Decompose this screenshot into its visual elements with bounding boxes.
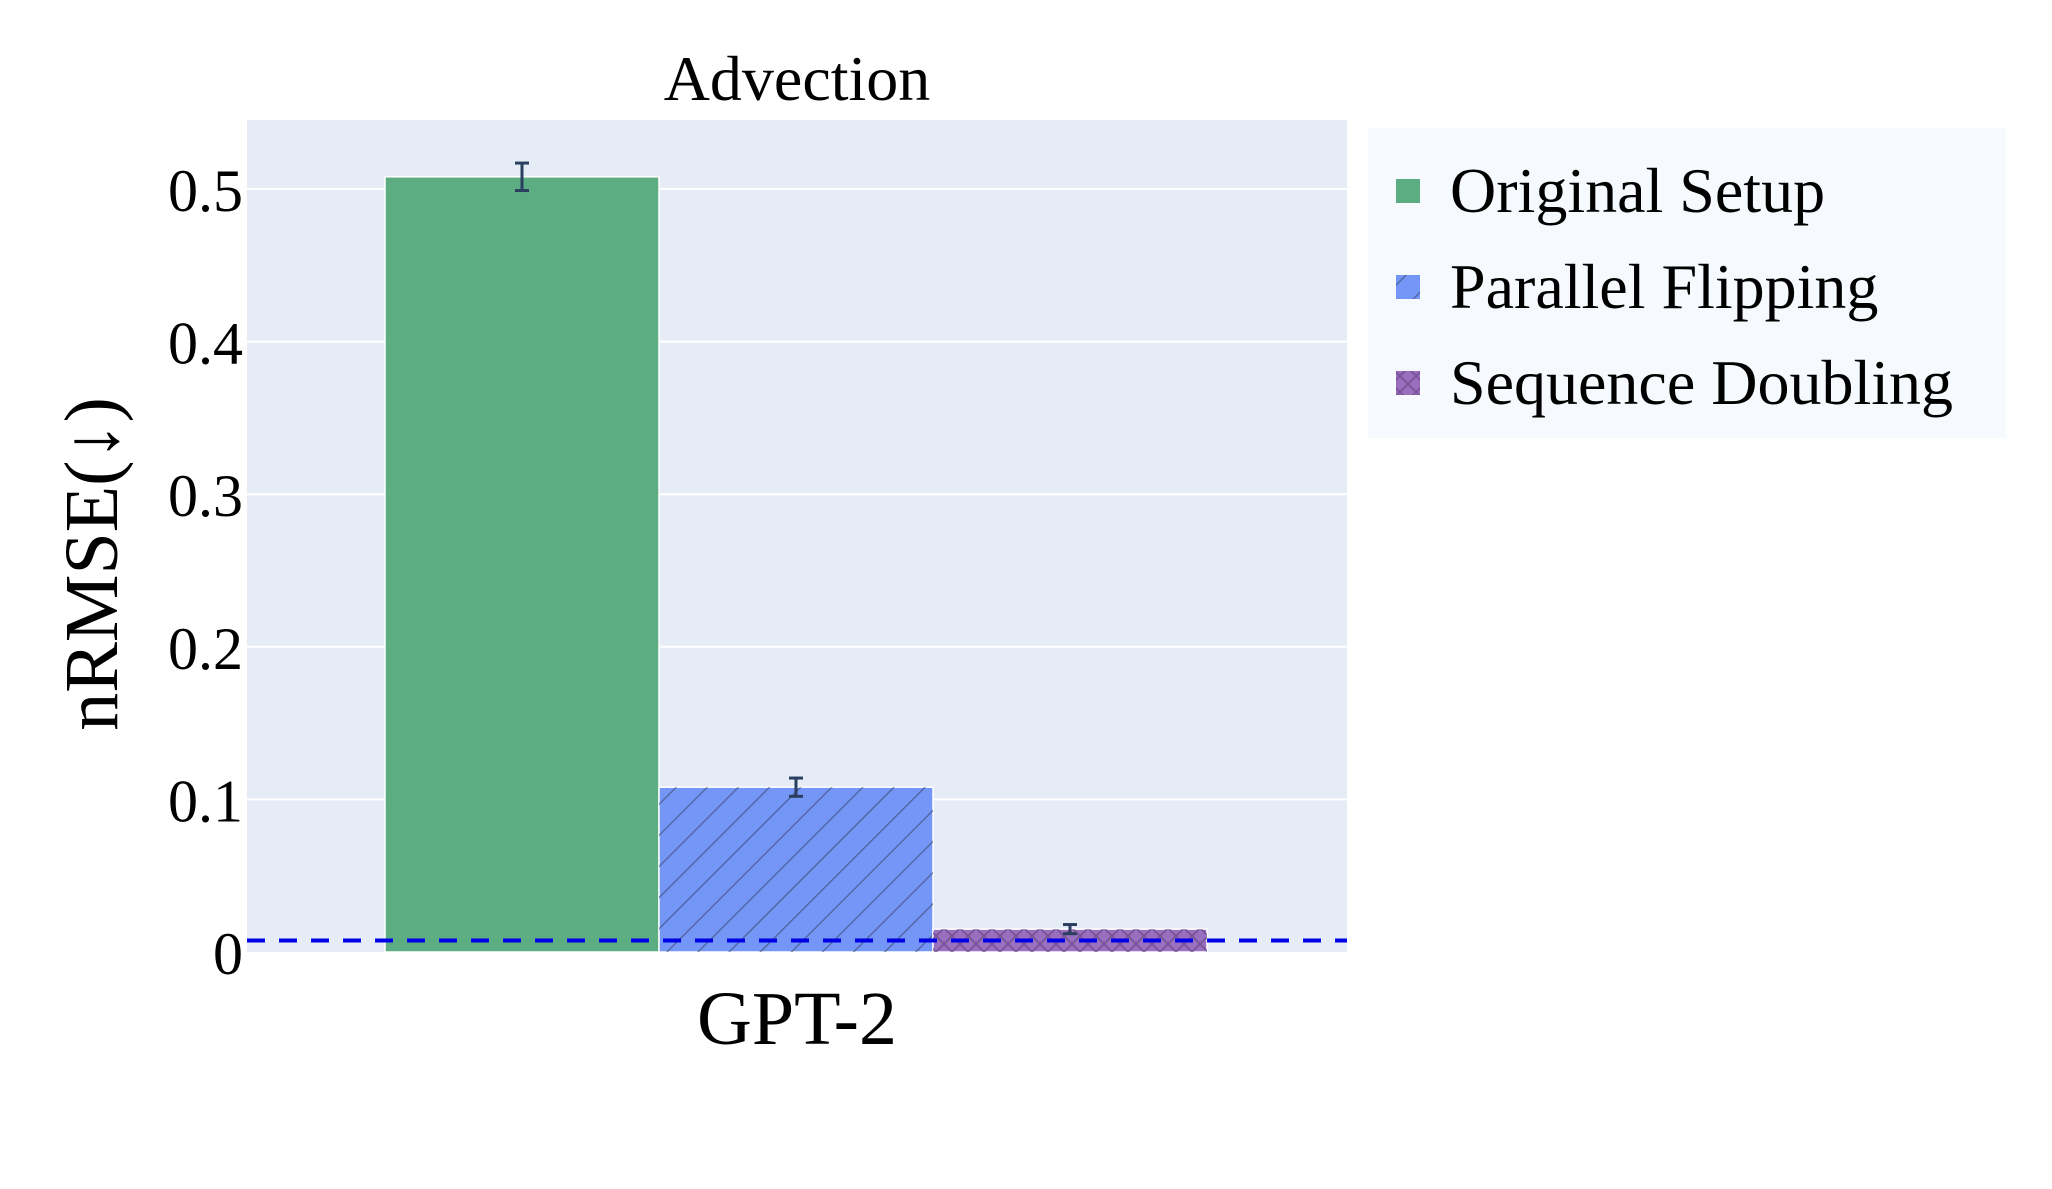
legend-swatch-pattern	[1396, 275, 1420, 299]
legend-item-1: Original Setup	[1396, 155, 1825, 226]
legend-swatch	[1396, 179, 1420, 203]
bars	[384, 176, 1208, 953]
legend-swatch-pattern	[1396, 371, 1420, 395]
legend-item-3: Sequence Doubling	[1396, 347, 1953, 418]
y-tick-label: 0	[213, 921, 243, 987]
error-bar-3	[1063, 923, 1077, 936]
y-tick-label: 0.4	[168, 311, 243, 377]
legend-item-2: Parallel Flipping	[1396, 251, 1878, 322]
y-tick-label: 0.5	[168, 158, 243, 224]
chart-title: Advection	[664, 43, 931, 114]
legend-label: Parallel Flipping	[1450, 251, 1878, 322]
bar-2-pattern	[659, 787, 933, 952]
x-tick-labels: GPT-2	[697, 977, 897, 1061]
legend-label: Original Setup	[1450, 155, 1825, 226]
y-tick-label: 0.3	[168, 463, 243, 529]
bar-1	[384, 176, 660, 953]
y-tick-label: 0.2	[168, 616, 243, 682]
bar-3-pattern	[933, 929, 1207, 952]
error-bar-2	[789, 776, 803, 798]
x-tick-label: GPT-2	[697, 977, 897, 1061]
y-tick-labels: 0 0.1 0.2 0.3 0.4 0.5	[168, 158, 243, 987]
error-bars	[515, 161, 1077, 936]
y-axis-label: nRMSE(↓)	[50, 397, 134, 731]
legend-label: Sequence Doubling	[1450, 347, 1953, 418]
legend: Original Setup Parallel Flipping Sequence …	[1396, 155, 1953, 418]
y-tick-label: 0.1	[168, 768, 243, 834]
error-bar-1	[515, 161, 529, 193]
legend-box	[1368, 128, 2006, 438]
